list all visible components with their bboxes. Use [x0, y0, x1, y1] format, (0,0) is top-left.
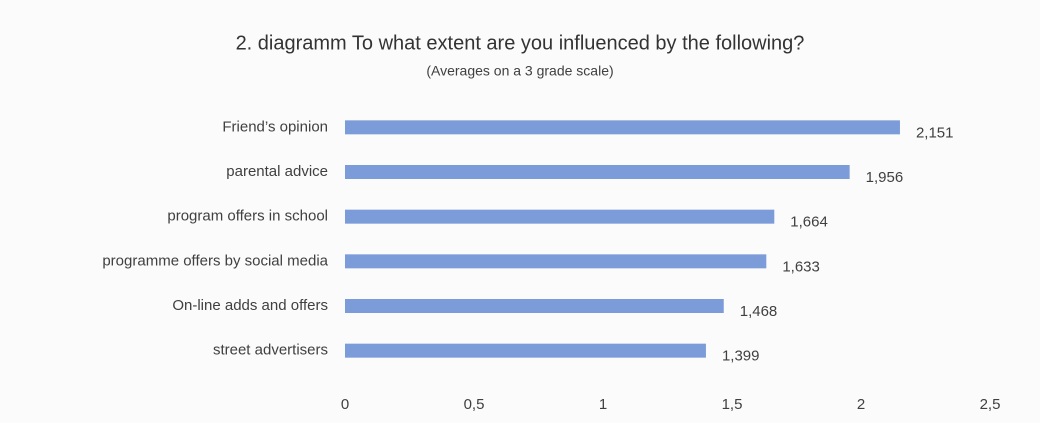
x-tick-label: 2,5 [980, 396, 1001, 413]
chart-title: 2. diagramm To what extent are you influ… [236, 32, 805, 54]
data-label: 2,151 [916, 124, 954, 141]
x-tick-label: 0,5 [464, 396, 485, 413]
category-label: On-line adds and offers [172, 297, 328, 314]
x-tick-label: 1 [599, 396, 607, 413]
chart-subtitle: (Averages on a 3 grade scale) [426, 63, 613, 79]
bar [345, 120, 900, 135]
category-label: Friend’s opinion [222, 118, 328, 135]
data-label: 1,468 [740, 303, 778, 320]
bar [345, 343, 706, 358]
category-label: parental advice [226, 163, 328, 180]
x-tick-label: 1,5 [722, 396, 743, 413]
data-label: 1,399 [722, 348, 760, 365]
data-label: 1,664 [790, 214, 828, 231]
category-label: programme offers by social media [102, 252, 328, 269]
x-tick-label: 0 [341, 396, 349, 413]
bar [345, 254, 767, 269]
category-label: program offers in school [167, 208, 328, 225]
bar [345, 209, 775, 224]
data-label: 1,633 [782, 258, 820, 275]
bar [345, 165, 850, 179]
category-label: street advertisers [213, 342, 328, 359]
x-tick-label: 2 [857, 396, 865, 413]
data-label: 1,956 [866, 169, 904, 186]
bar [345, 299, 724, 313]
